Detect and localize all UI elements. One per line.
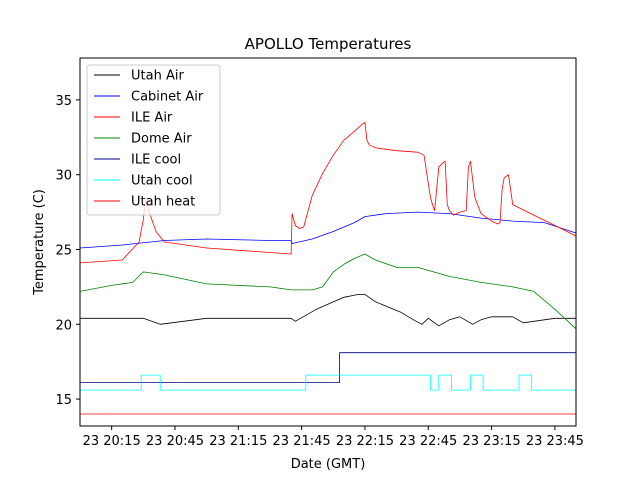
x-tick-label: 23 22:15 [336, 434, 394, 449]
y-tick-label: 25 [55, 243, 72, 258]
legend-label-dome-air: Dome Air [131, 132, 192, 147]
legend-label-ile-cool: ILE cool [131, 153, 181, 168]
y-tick-label: 30 [55, 169, 72, 184]
series-line-utah-air [80, 293, 576, 327]
legend: Utah Air Cabinet Air ILE Air Dome Air ILE co… [86, 64, 221, 216]
series-line-dome-air [79, 253, 577, 330]
series-line-utah-cool [80, 374, 576, 391]
y-tick-label: 15 [55, 393, 72, 408]
x-tick-label: 23 23:15 [463, 434, 521, 449]
series-line-ile-cool [80, 352, 576, 384]
x-tick-label: 23 20:15 [83, 434, 141, 449]
chart-title: APOLLO Temperatures [245, 35, 412, 53]
x-tick-label: 23 23:45 [526, 434, 584, 449]
legend-label-ile-air: ILE Air [131, 111, 173, 126]
y-axis-ticks: 15 20 25 30 35 [55, 94, 80, 408]
x-tick-label: 23 21:15 [209, 434, 267, 449]
legend-label-utah-air: Utah Air [131, 69, 184, 84]
legend-label-utah-cool: Utah cool [131, 174, 193, 189]
x-axis-label: Date (GMT) [291, 457, 366, 472]
x-tick-label: 23 22:45 [399, 434, 457, 449]
x-axis-ticks: 23 20:15 23 20:45 23 21:15 23 21:45 23 22:15… [83, 426, 584, 449]
legend-box [86, 64, 221, 216]
y-tick-label: 35 [55, 94, 72, 109]
x-tick-label: 23 20:45 [146, 434, 204, 449]
series-layer [79, 121, 577, 415]
y-axis-label: Temperature (C) [32, 189, 47, 296]
series-line-cabinet-air [79, 211, 577, 249]
legend-label-utah-heat: Utah heat [131, 195, 195, 210]
legend-label-cabinet-air: Cabinet Air [131, 90, 204, 105]
x-tick-label: 23 21:45 [273, 434, 331, 449]
y-tick-label: 20 [55, 318, 72, 333]
plot-frame [79, 57, 577, 427]
series-line-ile-air [79, 121, 577, 264]
legend-items: Utah Air Cabinet Air ILE Air Dome Air ILE co… [94, 69, 204, 210]
